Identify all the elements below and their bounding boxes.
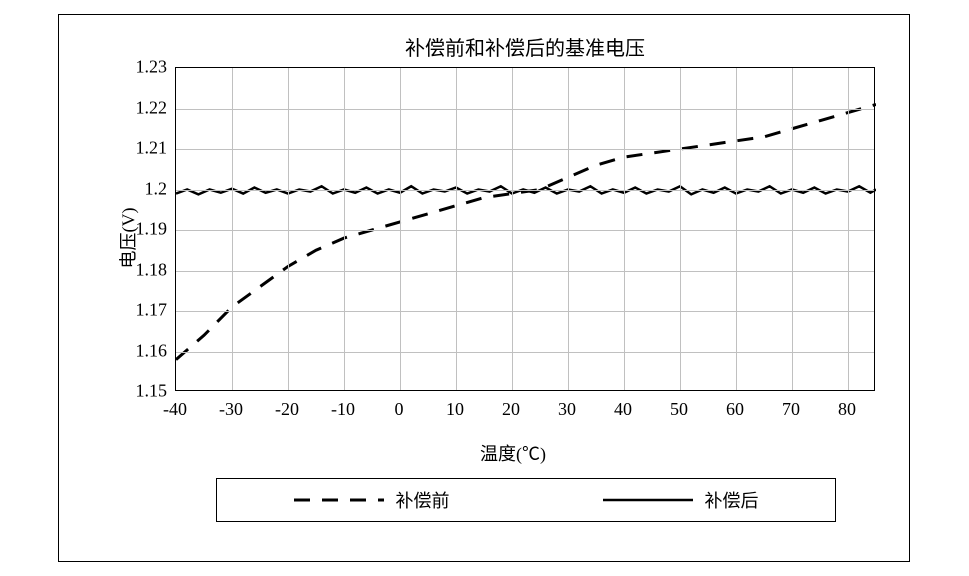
grid-line-v <box>232 68 233 390</box>
grid-line-v <box>736 68 737 390</box>
legend-label-after: 补偿后 <box>705 487 759 513</box>
x-tick-label: 30 <box>558 399 576 420</box>
x-tick-label: 20 <box>502 399 520 420</box>
grid-line-h <box>176 190 874 191</box>
y-tick-label: 1.23 <box>117 57 167 78</box>
y-tick-label: 1.22 <box>117 97 167 118</box>
grid-line-h <box>176 109 874 110</box>
legend-item-after: 补偿后 <box>603 487 759 513</box>
x-tick-label: 70 <box>782 399 800 420</box>
x-tick-label: 0 <box>395 399 404 420</box>
grid-line-v <box>288 68 289 390</box>
grid-line-h <box>176 271 874 272</box>
legend-label-before: 补偿前 <box>396 487 450 513</box>
x-axis-label: 温度(℃) <box>480 440 546 466</box>
y-tick-label: 1.17 <box>117 300 167 321</box>
grid-line-v <box>792 68 793 390</box>
grid-line-h <box>176 352 874 353</box>
series-line-0 <box>176 104 876 359</box>
x-tick-label: 80 <box>838 399 856 420</box>
grid-line-h <box>176 230 874 231</box>
grid-line-v <box>848 68 849 390</box>
legend-swatch-before <box>294 490 384 510</box>
grid-line-h <box>176 311 874 312</box>
x-tick-label: 40 <box>614 399 632 420</box>
grid-line-h <box>176 149 874 150</box>
grid-line-v <box>456 68 457 390</box>
legend-item-before: 补偿前 <box>294 487 450 513</box>
x-tick-label: -30 <box>219 399 243 420</box>
x-tick-label: -20 <box>275 399 299 420</box>
x-tick-label: -40 <box>163 399 187 420</box>
x-tick-label: 60 <box>726 399 744 420</box>
chart-title: 补偿前和补偿后的基准电压 <box>175 32 875 61</box>
plot-area <box>175 67 875 391</box>
grid-line-v <box>512 68 513 390</box>
grid-line-v <box>344 68 345 390</box>
y-tick-label: 1.2 <box>117 178 167 199</box>
x-tick-label: -10 <box>331 399 355 420</box>
y-tick-label: 1.15 <box>117 381 167 402</box>
grid-line-v <box>400 68 401 390</box>
grid-line-v <box>680 68 681 390</box>
legend-box: 补偿前 补偿后 <box>216 478 836 522</box>
y-tick-label: 1.21 <box>117 138 167 159</box>
y-tick-label: 1.18 <box>117 259 167 280</box>
x-tick-label: 50 <box>670 399 688 420</box>
grid-line-v <box>568 68 569 390</box>
x-tick-label: 10 <box>446 399 464 420</box>
grid-line-v <box>624 68 625 390</box>
y-tick-label: 1.16 <box>117 340 167 361</box>
legend-swatch-after <box>603 490 693 510</box>
y-tick-label: 1.19 <box>117 219 167 240</box>
